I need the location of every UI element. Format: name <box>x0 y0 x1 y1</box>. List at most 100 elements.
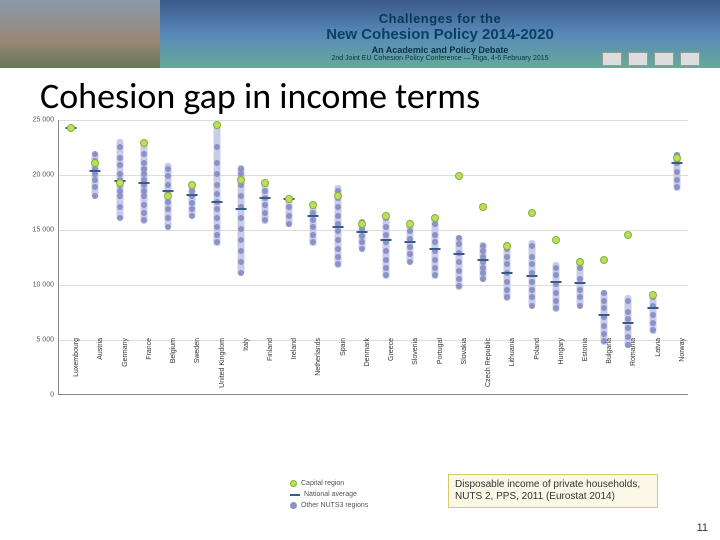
nuts3-dot <box>189 213 195 219</box>
nuts3-dot <box>165 206 171 212</box>
national-avg-marker <box>187 194 198 196</box>
nuts3-dot <box>214 144 220 150</box>
national-avg-marker <box>381 239 392 241</box>
nuts3-dot <box>141 160 147 166</box>
nuts3-dot <box>504 254 510 260</box>
nuts3-dot <box>456 259 462 265</box>
national-avg-marker <box>671 162 682 164</box>
legend-nuts3: Other NUTS3 regions <box>290 500 368 511</box>
capital-dot <box>552 236 560 244</box>
y-tick-label: 20 000 <box>22 172 54 179</box>
national-avg-marker <box>356 231 367 233</box>
capital-dot <box>600 256 608 264</box>
capital-dot <box>431 214 439 222</box>
capital-dot <box>673 154 681 162</box>
x-tick-label: Greece <box>388 338 395 398</box>
nuts3-dot <box>601 290 607 296</box>
national-avg-marker <box>647 307 658 309</box>
nuts3-dot <box>553 298 559 304</box>
nuts3-dot <box>480 265 486 271</box>
national-avg-marker <box>574 282 585 284</box>
nuts3-dot <box>262 202 268 208</box>
nuts3-dot <box>432 239 438 245</box>
nuts3-dot <box>335 246 341 252</box>
nuts3-dot <box>117 144 123 150</box>
x-tick-label: Hungary <box>558 338 565 398</box>
nuts3-dot <box>407 228 413 234</box>
x-tick-label: Slovenia <box>412 338 419 398</box>
nuts3-dot <box>214 171 220 177</box>
nuts3-dot <box>238 193 244 199</box>
x-tick-label: Sweden <box>194 338 201 398</box>
national-avg-marker <box>623 322 634 324</box>
capital-dot <box>358 220 366 228</box>
nuts3-dot <box>335 261 341 267</box>
nuts3-dot <box>92 177 98 183</box>
nuts3-dot <box>674 177 680 183</box>
nuts3-dot <box>238 259 244 265</box>
y-tick-label: 10 000 <box>22 282 54 289</box>
national-avg-marker <box>526 275 537 277</box>
nuts3-dot <box>504 279 510 285</box>
capital-dot <box>382 212 390 220</box>
nuts3-dot <box>577 287 583 293</box>
nuts3-dot <box>117 188 123 194</box>
nuts3-dot <box>383 232 389 238</box>
x-tick-label: Finland <box>267 338 274 398</box>
nuts3-dot <box>456 235 462 241</box>
nuts3-dot <box>529 294 535 300</box>
logo-icon <box>602 52 622 66</box>
capital-dot <box>213 121 221 129</box>
national-avg-marker <box>259 197 270 199</box>
capital-dot <box>67 124 75 132</box>
x-tick-label: Austria <box>97 338 104 398</box>
nuts3-dot <box>310 217 316 223</box>
nuts3-dot <box>577 294 583 300</box>
national-avg-marker <box>211 201 222 203</box>
nuts3-dot <box>117 204 123 210</box>
nuts3-dot <box>117 171 123 177</box>
nuts3-dot <box>238 215 244 221</box>
nuts3-dot <box>238 237 244 243</box>
x-tick-label: Lithuania <box>509 338 516 398</box>
capital-dot <box>261 179 269 187</box>
capital-dot <box>188 181 196 189</box>
page-number: 11 <box>697 522 708 534</box>
nuts3-dot <box>577 303 583 309</box>
nuts3-dot <box>359 246 365 252</box>
nuts3-dot <box>383 265 389 271</box>
nuts3-dot <box>214 206 220 212</box>
x-tick-label: Bulgaria <box>606 338 613 398</box>
nuts3-dot <box>383 257 389 263</box>
banner: Challenges for the New Cohesion Policy 2… <box>0 0 720 68</box>
legend-avg: National average <box>290 489 368 500</box>
capital-dot <box>164 192 172 200</box>
nuts3-dot <box>214 239 220 245</box>
capital-dot <box>528 209 536 217</box>
x-tick-label: Latvia <box>655 338 662 398</box>
nuts3-dot <box>214 160 220 166</box>
y-tick-label: 15 000 <box>22 227 54 234</box>
capital-dot <box>649 291 657 299</box>
nuts3-dot <box>601 305 607 311</box>
nuts3-dot <box>456 283 462 289</box>
nuts3-dot <box>214 232 220 238</box>
nuts3-dot <box>625 325 631 331</box>
x-tick-label: Norway <box>679 338 686 398</box>
nuts3-dot <box>529 254 535 260</box>
x-tick-label: Portugal <box>437 338 444 398</box>
nuts3-dot <box>601 323 607 329</box>
banner-logos <box>602 52 700 66</box>
nuts3-dot <box>286 213 292 219</box>
capital-dot <box>334 192 342 200</box>
nuts3-dot <box>625 309 631 315</box>
nuts3-dot <box>92 151 98 157</box>
x-tick-label: Estonia <box>582 338 589 398</box>
x-tick-label: Ireland <box>291 338 298 398</box>
nuts3-dot <box>650 312 656 318</box>
y-tick-label: 25 000 <box>22 117 54 124</box>
nuts3-dot <box>141 171 147 177</box>
nuts3-dot <box>165 173 171 179</box>
nuts3-dot <box>650 320 656 326</box>
nuts3-dot <box>577 276 583 282</box>
